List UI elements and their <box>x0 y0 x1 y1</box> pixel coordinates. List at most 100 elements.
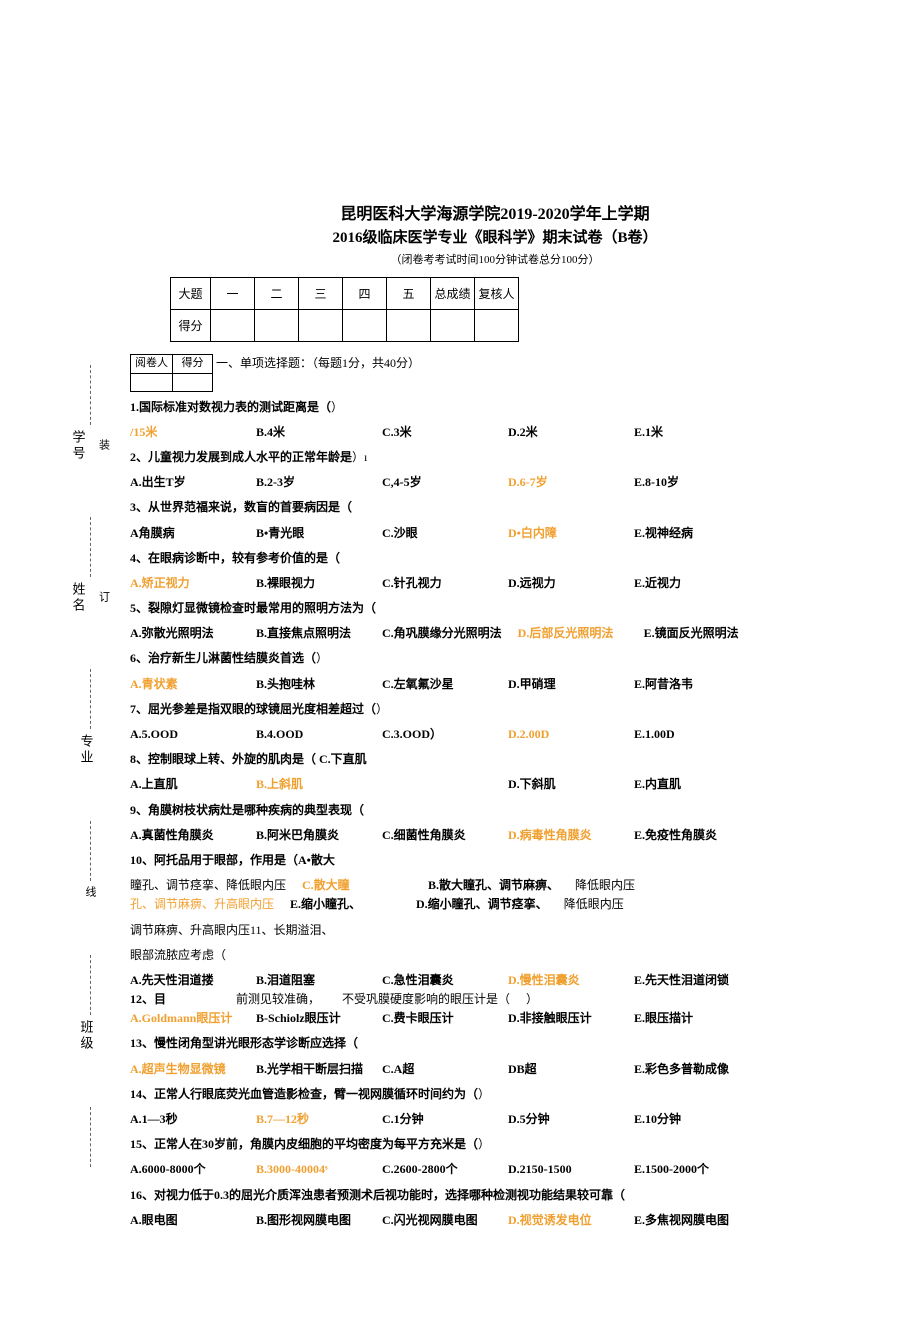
exam-content: 昆明医科大学海源学院2019-2020学年上学期 2016级临床医学专业《眼科学… <box>120 200 860 1230</box>
option: B•青光眼 <box>256 524 366 543</box>
option: B.图形视网膜电图 <box>256 1211 366 1230</box>
option: C.费卡眼压计 <box>382 1009 492 1028</box>
option: D.远视力 <box>508 574 618 593</box>
question-stem: 3、从世界范福来说，数盲的首要病因是（ <box>130 498 860 517</box>
side-xian: 线 <box>82 886 98 900</box>
question-options: A.弥散光照明法B.直接焦点照明法C.角巩膜缘分光照明法D.后部反光照明法E.镜… <box>130 624 860 643</box>
question-stem: 8、控制眼球上转、外旋的肌肉是（ C.下直肌 <box>130 750 860 769</box>
option: A角膜病 <box>130 524 240 543</box>
option: A.6000-8000个 <box>130 1160 240 1179</box>
question-stem: 7、屈光参差是指双眼的球镜屈光度相差超过（） <box>130 700 860 719</box>
option: D.甲硝理 <box>508 675 618 694</box>
side-xingming: 姓名 <box>69 582 88 614</box>
option: D.2.00D <box>508 725 618 744</box>
option: E.视神经病 <box>634 524 744 543</box>
option: C.急性泪囊炎 <box>382 971 492 990</box>
marker-cell: 阅卷人 <box>131 355 173 374</box>
option: C.细菌性角膜炎 <box>382 826 492 845</box>
option: E.近视力 <box>634 574 744 593</box>
side-xuehao: 学号 <box>69 430 88 462</box>
option: E.多焦视网膜电图 <box>634 1211 744 1230</box>
option: B.7—12秒 <box>256 1110 366 1129</box>
option: /15米 <box>130 423 240 442</box>
questions: 1.国际标准对数视力表的测试距离是（）/15米B.4米C.3米D.2米E.1米2… <box>130 398 860 845</box>
score-h0: 大题 <box>171 278 211 310</box>
option: E.阿昔洛韦 <box>634 675 744 694</box>
question-stem: 4、在眼病诊断中，较有参考价值的是（ <box>130 549 860 568</box>
option: B.泪道阻塞 <box>256 971 366 990</box>
option: D.5分钟 <box>508 1110 618 1129</box>
q11-opts: A.先天性泪道搂 B.泪道阻塞 C.急性泪囊炎 D.慢性泪囊炎 E.先天性泪道闭锁 <box>130 971 860 990</box>
option: B.头抱哇林 <box>256 675 366 694</box>
question-options: A角膜病 B•青光眼 C.沙眼 D•白内障 E.视神经病 <box>130 524 860 543</box>
score-h2: 二 <box>255 278 299 310</box>
option: E.眼压描计 <box>634 1009 744 1028</box>
option: E.8-10岁 <box>634 473 744 492</box>
option: D•白内障 <box>508 524 618 543</box>
score-h3: 三 <box>299 278 343 310</box>
option: E.1米 <box>634 423 744 442</box>
option: A.矫正视力 <box>130 574 240 593</box>
option: C.左氧氟沙星 <box>382 675 492 694</box>
subtitle: （闭卷考考试时间100分钟试卷总分100分） <box>130 251 860 267</box>
option: D.6-7岁 <box>508 473 618 492</box>
question-options: A.上直肌B.上斜肌D.下斜肌E.内直肌 <box>130 775 860 794</box>
option: D.慢性泪囊炎 <box>508 971 618 990</box>
side-zhuang: 装 <box>96 439 112 453</box>
option: E.1.00D <box>634 725 744 744</box>
option: C.闪光视网膜电图 <box>382 1211 492 1230</box>
question-stem: 5、裂隙灯显微镜检查时最常用的照明方法为（ <box>130 599 860 618</box>
side-banji: 班级 <box>77 1020 96 1052</box>
option: D.非接触眼压计 <box>508 1009 618 1028</box>
option: E.镜面反光照明法 <box>644 624 754 643</box>
side-ding: 订 <box>96 591 112 605</box>
score-cell: 得分 <box>173 355 213 374</box>
page-root: 学号 装 姓名 订 专业 线 班级 昆明医科大学海源学院2019-2020学年上… <box>60 200 860 1230</box>
option: C.3米 <box>382 423 492 442</box>
option: D.后部反光照明法 <box>518 624 628 643</box>
option: B.直接焦点照明法 <box>256 624 366 643</box>
question-options: /15米 B.4米 C.3米 D.2米 E.1米 <box>130 423 860 442</box>
option: A.上直肌 <box>130 775 240 794</box>
option: E.彩色多普勒成像 <box>634 1060 744 1079</box>
option: C.2600-2800个 <box>382 1160 492 1179</box>
option: C.沙眼 <box>382 524 492 543</box>
option: E.10分钟 <box>634 1110 744 1129</box>
option: D.视觉诱发电位 <box>508 1211 618 1230</box>
option: C.1分钟 <box>382 1110 492 1129</box>
score-h7: 复核人 <box>475 278 519 310</box>
option: A.出生T岁 <box>130 473 240 492</box>
title-line1: 昆明医科大学海源学院2019-2020学年上学期 <box>130 200 860 224</box>
option: E.1500-2000个 <box>634 1160 744 1179</box>
question-stem: 6、治疗新生儿淋菌性结膜炎首选（） <box>130 649 860 668</box>
option <box>382 775 492 794</box>
option: D.病毒性角膜炎 <box>508 826 618 845</box>
option: B.裸眼视力 <box>256 574 366 593</box>
question-options: A.青状素B.头抱哇林C.左氧氟沙星D.甲硝理E.阿昔洛韦 <box>130 675 860 694</box>
section1-title: 一、单项选择题：（每题1分，共40分） <box>216 356 420 370</box>
option: E.内直肌 <box>634 775 744 794</box>
option: D.2米 <box>508 423 618 442</box>
option: C.针孔视力 <box>382 574 492 593</box>
score-h4: 四 <box>343 278 387 310</box>
option: A.眼电图 <box>130 1211 240 1230</box>
option: A.弥散光照明法 <box>130 624 240 643</box>
option: C,4-5岁 <box>382 473 492 492</box>
option: B.4米 <box>256 423 366 442</box>
option: D.下斜肌 <box>508 775 618 794</box>
option: A.先天性泪道搂 <box>130 971 240 990</box>
option: A.超声生物显微镜 <box>130 1060 240 1079</box>
score-h6: 总成绩 <box>431 278 475 310</box>
question-stem: 9、角膜树枝状病灶是哪种疾病的典型表现（ <box>130 801 860 820</box>
binding-margin: 学号 装 姓名 订 专业 线 班级 <box>60 200 120 1230</box>
question-options: A.出生T岁B.2-3岁C,4-5岁D.6-7岁E.8-10岁 <box>130 473 860 492</box>
score-h5: 五 <box>387 278 431 310</box>
option: DB超 <box>508 1060 618 1079</box>
question-stem: 2、儿童视力发展到成人水平的正常年龄是）ı <box>130 448 860 467</box>
option: A.1—3秒 <box>130 1110 240 1129</box>
option: C.3.OOD） <box>382 725 492 744</box>
option: E.先天性泪道闭锁 <box>634 971 744 990</box>
option: B-Schiolz眼压计 <box>256 1009 366 1028</box>
option: D.2150-1500 <box>508 1160 618 1179</box>
option: C.A超 <box>382 1060 492 1079</box>
